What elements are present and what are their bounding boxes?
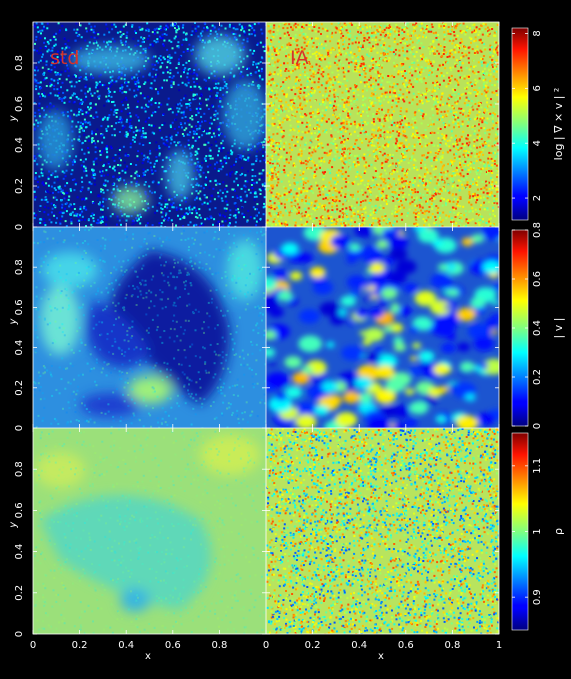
x-tick-label: 0 [263, 640, 269, 651]
axes: 0 0.2 0.4 0.6 0.8 y 0 0.2 0.4 0.6 0.8 y 0 0.2 0.4 0.6 0.… [8, 22, 502, 662]
x-tick-label: 0.6 [165, 640, 181, 651]
colorbar-tick-label: 6 [532, 85, 543, 91]
y-tick-label: 0.6 [14, 299, 25, 315]
y-tick-label: 0 [14, 631, 25, 637]
x-tick-label: 0.4 [118, 640, 134, 651]
y-axis-label: y [8, 317, 19, 325]
y-tick-label: 0.2 [14, 178, 25, 194]
panel-row2-ia [266, 227, 499, 428]
colorbar-tick-label: 0.8 [532, 222, 543, 238]
noise-layer [33, 227, 266, 428]
x-tick-label: 0.8 [211, 640, 227, 651]
colorbar-axes: 2 4 6 8 log | ∇ × v | ² 0 0.2 0.4 0.6 0.8 | v | 0.9… [512, 30, 565, 605]
y-tick-label: 0 [14, 224, 25, 230]
colorbar-tick-label: 8 [532, 30, 543, 36]
y-tick-label: 0.2 [14, 380, 25, 396]
column-label-ia: IA [290, 47, 309, 69]
y-tick-label: 0.8 [14, 55, 25, 71]
column-label-std: std [50, 47, 79, 69]
noise-layer [266, 22, 499, 227]
colorbar-label: | v | [552, 318, 565, 339]
y-axis-label: y [8, 521, 19, 529]
x-tick-label: 0.2 [72, 640, 88, 651]
y-tick-label: 0 [14, 425, 25, 431]
blob-layer [266, 227, 499, 428]
panel-row1-ia [266, 22, 499, 227]
y-tick-label: 0.4 [14, 544, 25, 560]
colorbar-label: log | ∇ × v | ² [552, 88, 565, 161]
colorbar-tick-label: 1.1 [532, 458, 543, 474]
y-tick-label: 0.6 [14, 96, 25, 112]
colorbar-tick-label: 0.9 [532, 589, 543, 605]
colorbar-tick-label: 0 [532, 423, 543, 429]
colorbar-tick-label: 4 [532, 140, 543, 146]
x-axis-label: x [378, 651, 384, 662]
colorbar-tick-label: 0.6 [532, 271, 543, 287]
colorbar-row1 [511, 27, 529, 221]
colorbar-tick-label: 0.4 [532, 320, 543, 336]
x-tick-label: 0.2 [305, 640, 321, 651]
y-axis-label: y [8, 114, 19, 122]
y-tick-label: 0.8 [14, 259, 25, 275]
x-tick-label: 0.4 [351, 640, 367, 651]
colorbar-tick-label: 0.2 [532, 369, 543, 385]
y-tick-label: 0.6 [14, 502, 25, 518]
colorbar-label: ρ [552, 528, 565, 535]
y-tick-label: 0.4 [14, 340, 25, 356]
x-axis-label: x [145, 651, 151, 662]
y-tick-label: 0.4 [14, 137, 25, 153]
noise-layer [33, 428, 266, 634]
x-tick-label: 0 [30, 640, 36, 651]
colorbar-tick-label: 2 [532, 195, 543, 201]
y-tick-label: 0.8 [14, 461, 25, 477]
panel-row3-std [33, 428, 266, 634]
x-tick-label: 1 [496, 640, 502, 651]
panel-row1-std [33, 22, 266, 227]
noise-layer [33, 22, 266, 227]
noise-layer [266, 428, 499, 634]
panel-row3-ia [266, 428, 499, 634]
x-tick-label: 0.8 [444, 640, 460, 651]
y-tick-label: 0.2 [14, 585, 25, 601]
x-tick-label: 0.6 [398, 640, 414, 651]
panel-row2-std [33, 227, 266, 428]
colorbar-tick-label: 1 [532, 528, 543, 534]
